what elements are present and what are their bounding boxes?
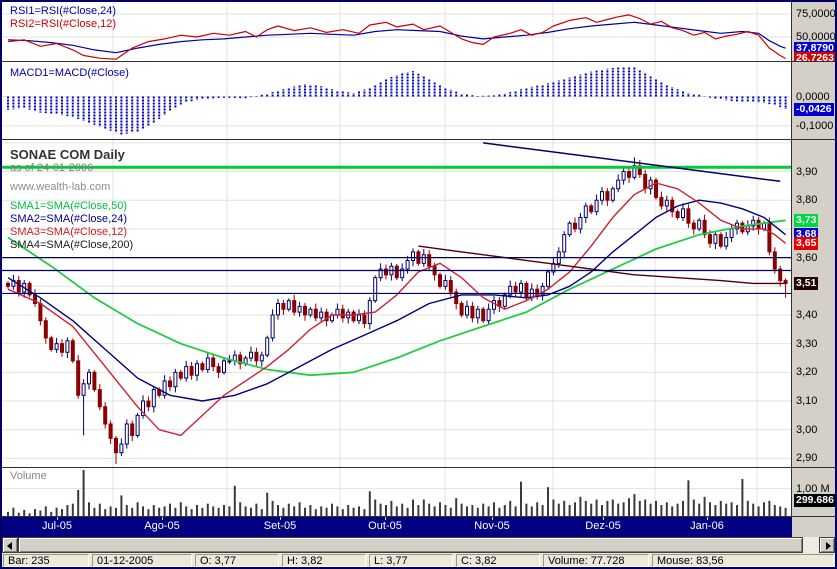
scroll-right-button[interactable] (819, 537, 835, 553)
pane-separator (2, 61, 835, 62)
status-field-low: L: 3,77 (369, 554, 453, 567)
month-tick (280, 517, 281, 520)
status-field-bar: Bar: 235 (3, 554, 89, 567)
axis-label: -0,1000 (796, 119, 834, 132)
volume-axis-margin: 1,00 M 299.686 (792, 468, 835, 516)
axis-label: 3,40 (796, 308, 818, 321)
axis-label: 3,30 (796, 337, 818, 350)
month-label: Jul-05 (42, 520, 72, 532)
scroll-left-button[interactable] (2, 537, 18, 553)
month-tick (707, 517, 708, 520)
axis-label: 3,60 (796, 251, 818, 264)
indicator-value-badge: 3,51 (794, 276, 819, 290)
status-field-close: C: 3,82 (456, 554, 540, 567)
axis-label: 1,00 M (796, 482, 830, 495)
indicator-value-badge: 299.686 (794, 494, 835, 508)
axis-label: 0,0000 (796, 90, 830, 103)
volume-pane[interactable] (2, 468, 792, 516)
chart-scrollbar (2, 537, 835, 553)
axis-label: 75,0000 (796, 7, 836, 20)
month-tick (57, 517, 58, 520)
price-axis-margin: 3,90 3,80 3,60 3,40 3,30 3,20 3,10 3,00 2,90 3,73… (792, 140, 835, 467)
indicator-value-badge: -0,0426 (794, 102, 834, 116)
macd-axis-margin: 0,0000 -0,1000 -0,0426 (792, 62, 835, 139)
axis-label: 3,20 (796, 366, 818, 379)
scroll-thumb[interactable] (18, 537, 803, 553)
axis-label: 2,90 (796, 452, 818, 465)
axis-label: 3,90 (796, 165, 818, 178)
month-label: Out-05 (368, 520, 402, 532)
axis-label: 3,10 (796, 395, 818, 408)
date-axis: Jul-05 Ago-05 Set-05 Out-05 Nov-05 Dez-05 Jan-… (2, 517, 792, 537)
axis-label: 3,00 (796, 423, 818, 436)
month-label: Nov-05 (474, 520, 510, 532)
month-label: Set-05 (263, 520, 297, 532)
axis-label: 3,80 (796, 194, 818, 207)
left-arrow-icon (7, 542, 12, 550)
month-label: Jan-06 (690, 520, 724, 532)
month-label: Dez-05 (585, 520, 621, 532)
macd-pane[interactable] (2, 62, 792, 139)
status-field-high: H: 3,82 (282, 554, 366, 567)
pane-separator (2, 467, 835, 468)
month-tick (492, 517, 493, 520)
rsi-pane[interactable] (2, 2, 792, 61)
status-field-volume: Volume: 77.728 (543, 554, 649, 567)
month-tick (385, 517, 386, 520)
indicator-value-badge: 37,8790 (794, 41, 835, 55)
status-field-mouse: Mouse: 83,56 (652, 554, 834, 567)
rsi-axis-margin: 75,0000 50,0000 37,8790 26,7263 (792, 2, 836, 65)
indicator-value-badge: 3,73 (794, 213, 819, 227)
axis-label: 50,0000 (796, 31, 836, 44)
status-field-open: O: 3,77 (195, 554, 279, 567)
indicator-value-badge: 3,65 (794, 236, 819, 250)
status-bar: Bar: 235 01-12-2005 O: 3,77 H: 3,82 L: 3,77 C… (2, 553, 835, 567)
pane-separator (2, 139, 835, 140)
axis-corner (792, 517, 835, 537)
month-label: Ago-05 (144, 520, 180, 532)
price-pane[interactable] (2, 140, 792, 467)
month-tick (162, 517, 163, 520)
month-tick (603, 517, 604, 520)
status-field-date: 01-12-2005 (92, 554, 192, 567)
pane-separator (2, 516, 835, 517)
right-arrow-icon (826, 542, 831, 550)
